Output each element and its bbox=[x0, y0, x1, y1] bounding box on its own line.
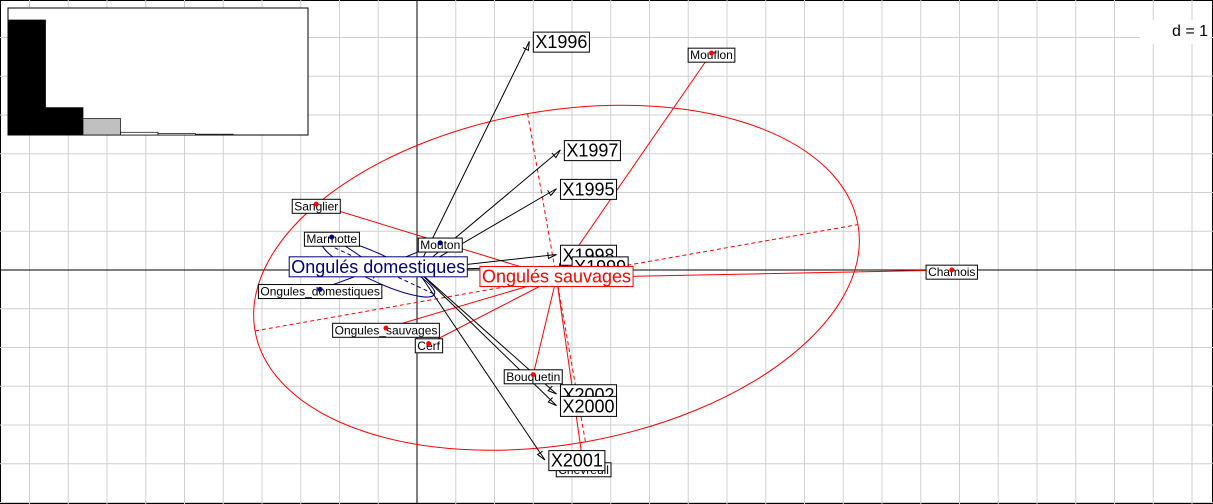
eigen-bar bbox=[195, 133, 234, 136]
eigen-bar bbox=[7, 19, 46, 136]
arrow-head bbox=[547, 188, 557, 197]
scale-bg bbox=[1140, 20, 1210, 44]
arrow-label-box bbox=[548, 450, 606, 472]
class-ellipse-group bbox=[253, 104, 860, 451]
arrow-label: X2001 bbox=[551, 451, 603, 471]
eigen-bar bbox=[157, 133, 196, 136]
eigen-bar bbox=[45, 107, 84, 136]
class-label: Ongulés domestiques bbox=[291, 257, 465, 277]
arrow-label-box bbox=[559, 178, 618, 200]
arrow-head bbox=[547, 385, 557, 395]
eigen-bar bbox=[120, 131, 159, 136]
class-label-box bbox=[288, 256, 468, 278]
point bbox=[313, 201, 319, 207]
arrow-head bbox=[522, 41, 530, 52]
arrow-label: X1997 bbox=[566, 141, 618, 161]
arrow-label-box bbox=[563, 140, 621, 162]
plot: MouflonChamoisChevreuilBouquetinCerfSang… bbox=[253, 31, 978, 478]
star-line bbox=[556, 277, 585, 468]
point bbox=[426, 341, 432, 347]
arrow-head bbox=[547, 397, 557, 407]
star-line bbox=[428, 277, 557, 345]
arrow-label: X1996 bbox=[535, 32, 587, 52]
point bbox=[437, 240, 443, 246]
class-label-box bbox=[479, 266, 634, 287]
arrow-head bbox=[551, 149, 561, 159]
class-label: Ongulés sauvages bbox=[482, 267, 631, 287]
point bbox=[709, 50, 714, 56]
arrow bbox=[416, 41, 530, 271]
arrow bbox=[416, 269, 546, 461]
point bbox=[329, 234, 335, 240]
point bbox=[383, 325, 389, 331]
point bbox=[949, 267, 955, 273]
star-line bbox=[556, 52, 712, 279]
arrow-head bbox=[547, 252, 557, 260]
arrow-head bbox=[536, 450, 546, 461]
scale-label: d = 1 bbox=[1172, 23, 1208, 40]
arrow-label-box bbox=[559, 395, 618, 417]
arrow-label-box bbox=[532, 31, 590, 53]
eigen-bar bbox=[82, 118, 121, 136]
arrow-label: X2000 bbox=[562, 396, 614, 416]
point bbox=[317, 286, 323, 292]
star-line bbox=[532, 277, 557, 375]
point bbox=[530, 372, 536, 378]
arrow-label: X1995 bbox=[562, 179, 614, 199]
